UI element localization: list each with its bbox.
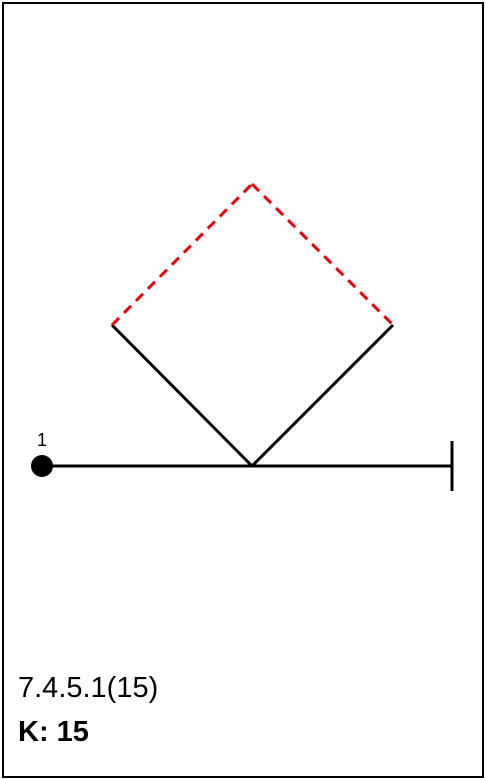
k-value: K: 15 xyxy=(18,716,89,748)
left-dashed-edge xyxy=(110,182,254,327)
right-solid-edge xyxy=(250,323,395,468)
figure-code: 7.4.5.1(15) xyxy=(18,672,159,704)
right-dashed-edge xyxy=(250,182,395,327)
left-solid-edge xyxy=(110,323,254,468)
start-dot xyxy=(31,455,53,477)
start-label: 1 xyxy=(37,430,47,450)
